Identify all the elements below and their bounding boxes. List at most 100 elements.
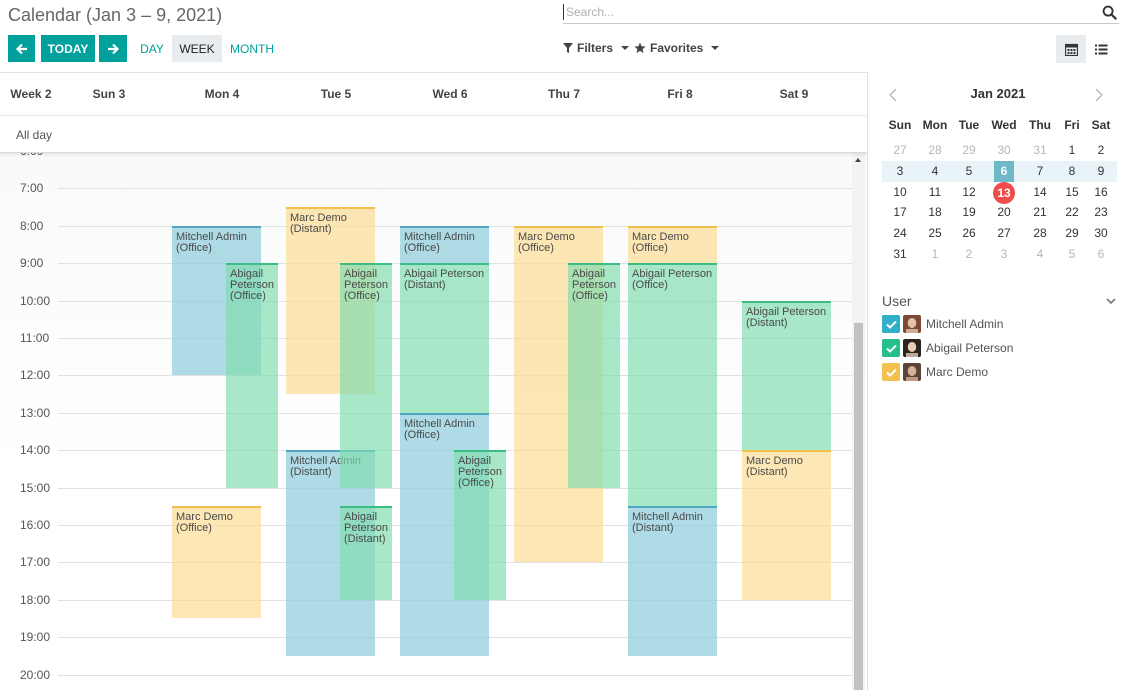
week-number-label: Week 2 bbox=[10, 87, 52, 101]
scroll-up-icon[interactable] bbox=[855, 158, 861, 162]
calendar-event[interactable]: Mitchell Admin (Office) bbox=[400, 225, 489, 264]
mini-day[interactable]: 1 bbox=[931, 247, 939, 261]
scale-day-button[interactable]: DAY bbox=[140, 41, 164, 56]
event-title: Abigail Peterson bbox=[404, 268, 485, 281]
scrollbar-thumb[interactable] bbox=[854, 323, 863, 690]
mini-day-today[interactable]: 13 bbox=[990, 181, 1018, 204]
day-header[interactable]: Thu 7 bbox=[548, 87, 580, 101]
calendar-event[interactable]: Marc Demo (Distant) bbox=[742, 450, 831, 600]
user-filter-item[interactable]: Mitchell Admin bbox=[882, 314, 1003, 334]
mini-day-selected[interactable]: 6 bbox=[994, 160, 1014, 182]
next-button[interactable] bbox=[99, 35, 127, 62]
day-header[interactable]: Mon 4 bbox=[204, 87, 240, 101]
mini-day[interactable]: 27 bbox=[997, 226, 1011, 241]
user-checkbox[interactable] bbox=[882, 339, 900, 357]
mini-day[interactable]: 16 bbox=[1094, 184, 1108, 199]
mini-day[interactable]: 5 bbox=[965, 163, 973, 178]
mini-day[interactable]: 27 bbox=[893, 143, 907, 157]
chevron-left-icon[interactable] bbox=[888, 88, 898, 102]
calendar-event[interactable]: Abigail Peterson (Office) bbox=[340, 263, 392, 488]
mini-day[interactable]: 18 bbox=[928, 205, 942, 220]
day-header[interactable]: Fri 8 bbox=[667, 87, 693, 101]
search-icon[interactable] bbox=[1102, 5, 1117, 20]
day-header[interactable]: Sun 3 bbox=[92, 87, 126, 101]
mini-day[interactable]: 2 bbox=[965, 247, 973, 261]
search-input[interactable] bbox=[563, 4, 1083, 20]
mini-day[interactable]: 26 bbox=[962, 226, 976, 241]
hour-label: 15:00 bbox=[20, 480, 51, 495]
favorites-dropdown[interactable]: Favorites bbox=[634, 41, 720, 55]
mini-day[interactable]: 3 bbox=[1000, 247, 1008, 261]
mini-day[interactable]: 3 bbox=[896, 163, 904, 178]
all-day-row[interactable]: All day bbox=[0, 115, 867, 153]
mini-day[interactable]: 28 bbox=[928, 143, 942, 157]
today-badge: 13 bbox=[993, 181, 1015, 204]
mini-day[interactable]: 12 bbox=[962, 184, 976, 199]
mini-day[interactable]: 14 bbox=[1033, 184, 1047, 199]
user-filter-item[interactable]: Marc Demo bbox=[882, 362, 988, 382]
mini-day[interactable]: 19 bbox=[962, 205, 976, 220]
event-title: Mitchell Admin bbox=[176, 230, 247, 243]
calendar-view-button[interactable] bbox=[1056, 35, 1086, 63]
calendar-event[interactable]: Marc Demo (Office) bbox=[172, 506, 261, 619]
calendar-event[interactable]: Mitchell Admin (Distant) bbox=[628, 506, 717, 656]
mini-day[interactable]: 31 bbox=[1033, 143, 1047, 157]
calendar-event[interactable]: Abigail Peterson (Office) bbox=[226, 263, 278, 488]
mini-day[interactable]: 23 bbox=[1094, 205, 1108, 220]
mini-day[interactable]: 30 bbox=[1094, 226, 1108, 241]
filters-dropdown[interactable]: Filters bbox=[563, 41, 630, 55]
mini-week-row: 27 28 29 30 31 1 2 bbox=[882, 140, 1117, 161]
mini-day[interactable]: 21 bbox=[1033, 205, 1047, 220]
check-icon bbox=[885, 344, 897, 353]
list-view-button[interactable] bbox=[1088, 35, 1114, 63]
mini-day[interactable]: 5 bbox=[1068, 247, 1076, 261]
user-checkbox[interactable] bbox=[882, 363, 900, 381]
mini-day[interactable]: 17 bbox=[893, 205, 907, 220]
calendar-event[interactable]: Abigail Peterson (Distant) bbox=[340, 506, 392, 600]
mini-weekday-label: Mon bbox=[922, 118, 948, 132]
mini-day[interactable]: 22 bbox=[1065, 205, 1079, 220]
calendar-event[interactable]: Abigail Peterson (Distant) bbox=[400, 263, 489, 413]
avatar bbox=[903, 315, 921, 333]
hour-label: 9:00 bbox=[20, 256, 44, 271]
mini-day[interactable]: 6 bbox=[1097, 247, 1105, 261]
calendar-event[interactable]: Abigail Peterson (Office) bbox=[454, 450, 506, 600]
calendar-event[interactable]: Marc Demo (Office) bbox=[628, 225, 717, 264]
today-button[interactable]: TODAY bbox=[41, 35, 95, 62]
day-header[interactable]: Wed 6 bbox=[432, 87, 468, 101]
day-header[interactable]: Sat 9 bbox=[779, 87, 809, 101]
mini-day[interactable]: 29 bbox=[1065, 226, 1079, 241]
calendar-event[interactable]: Abigail Peterson (Office) bbox=[628, 263, 717, 507]
chevron-right-icon[interactable] bbox=[1094, 88, 1104, 102]
mini-day[interactable]: 7 bbox=[1036, 163, 1044, 178]
scale-month-button[interactable]: MONTH bbox=[230, 41, 274, 56]
user-checkbox[interactable] bbox=[882, 315, 900, 333]
time-grid[interactable]: 6:00 7:00 8:00 9:00 10:00 11:00 12:00 13:00 14:0… bbox=[0, 153, 867, 690]
chevron-down-icon[interactable] bbox=[1105, 296, 1117, 306]
hour-label: 18:00 bbox=[20, 592, 51, 607]
calendar-event[interactable]: Abigail Peterson (Distant) bbox=[742, 300, 831, 451]
mini-day[interactable]: 2 bbox=[1097, 143, 1105, 157]
mini-day[interactable]: 10 bbox=[893, 184, 907, 199]
vertical-scrollbar[interactable] bbox=[852, 153, 865, 690]
previous-button[interactable] bbox=[8, 35, 35, 62]
mini-day[interactable]: 1 bbox=[1068, 143, 1076, 157]
mini-day[interactable]: 28 bbox=[1033, 226, 1047, 241]
mini-day[interactable]: 24 bbox=[893, 226, 907, 241]
mini-day[interactable]: 29 bbox=[962, 143, 976, 157]
mini-day[interactable]: 31 bbox=[893, 247, 907, 261]
day-header[interactable]: Tue 5 bbox=[320, 87, 352, 101]
scale-week-button[interactable]: WEEK bbox=[172, 35, 222, 62]
mini-day[interactable]: 30 bbox=[997, 143, 1011, 157]
mini-day[interactable]: 8 bbox=[1068, 163, 1076, 178]
mini-day[interactable]: 15 bbox=[1065, 184, 1079, 199]
mini-week-row: 17 18 19 20 21 22 23 bbox=[882, 202, 1117, 223]
mini-day[interactable]: 25 bbox=[928, 226, 942, 241]
user-filter-item[interactable]: Abigail Peterson bbox=[882, 338, 1013, 358]
mini-day[interactable]: 20 bbox=[997, 205, 1011, 220]
mini-day[interactable]: 11 bbox=[928, 184, 942, 199]
calendar-event[interactable]: Abigail Peterson (Office) bbox=[568, 263, 620, 488]
mini-day[interactable]: 4 bbox=[931, 163, 939, 178]
mini-day[interactable]: 9 bbox=[1097, 163, 1105, 178]
mini-day[interactable]: 4 bbox=[1036, 247, 1044, 261]
